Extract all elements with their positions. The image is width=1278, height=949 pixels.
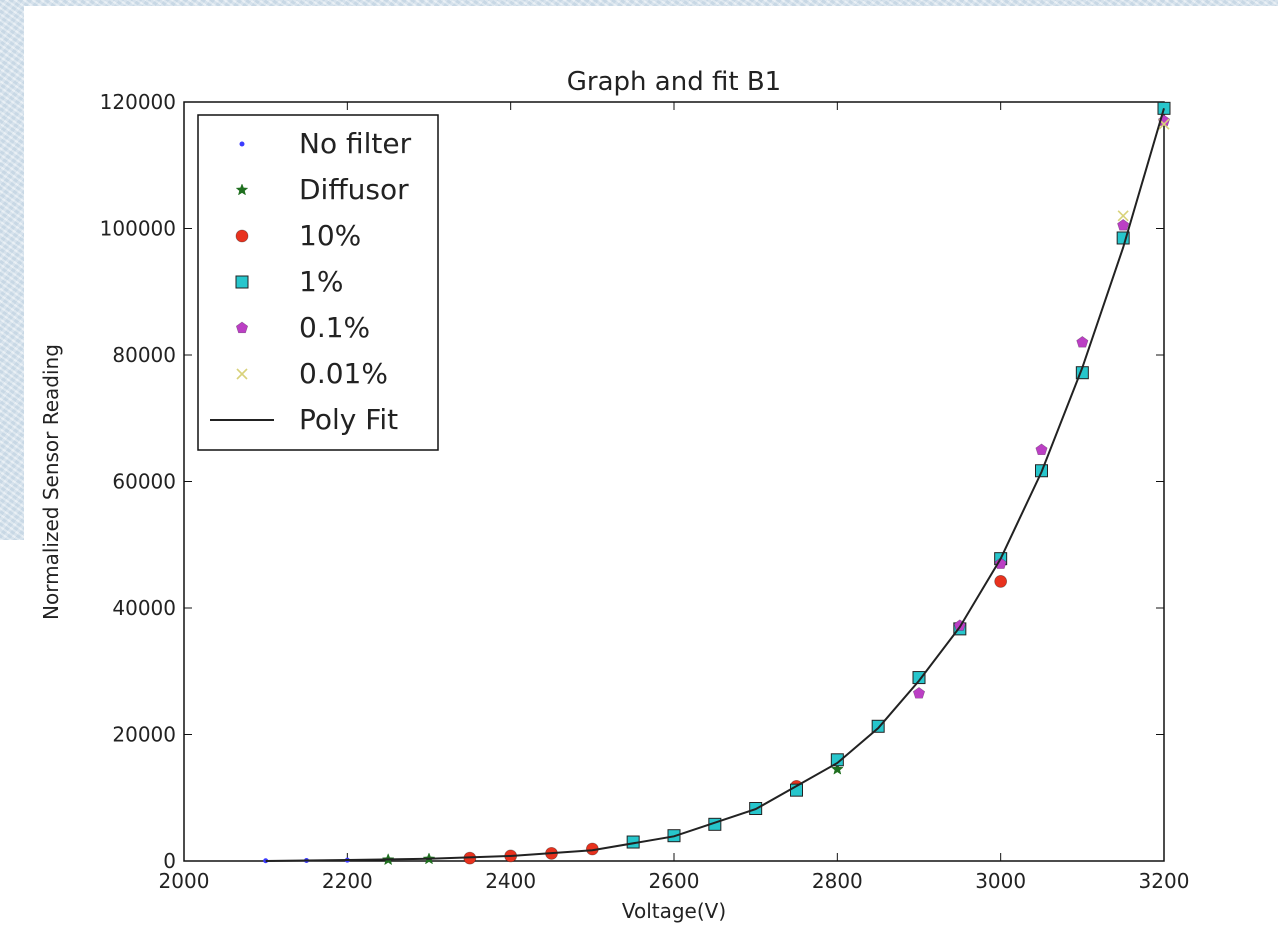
y-tick-label: 80000 xyxy=(112,343,176,367)
y-axis-label: Normalized Sensor Reading xyxy=(39,344,63,620)
legend-label: Poly Fit xyxy=(299,403,398,436)
y-tick-label: 20000 xyxy=(112,723,176,747)
legend-marker xyxy=(235,183,249,196)
y-tick-label: 60000 xyxy=(112,470,176,494)
chart-title: Graph and fit B1 xyxy=(567,67,781,97)
legend-marker xyxy=(235,229,249,243)
data-point-0-1 xyxy=(1076,335,1089,348)
y-tick-label: 100000 xyxy=(100,217,176,241)
legend: No filter Diffusor 10% 1% 0.1% 0.01% Poly Fit xyxy=(197,114,439,451)
data-point-0-01-stroke-b xyxy=(1117,210,1129,222)
legend-marker xyxy=(239,141,245,147)
legend-label: 1% xyxy=(299,265,343,298)
y-tick-label: 120000 xyxy=(100,90,176,114)
legend-label: 10% xyxy=(299,219,361,252)
x-tick-label: 3000 xyxy=(975,869,1026,893)
x-tick-label: 2800 xyxy=(812,869,863,893)
legend-marker xyxy=(235,275,249,289)
data-point-0-01-stroke-b xyxy=(1158,118,1170,130)
data-point-1 xyxy=(830,753,844,767)
data-point-no-filter xyxy=(263,858,269,864)
x-tick-label: 2400 xyxy=(485,869,536,893)
x-tick-label: 2000 xyxy=(159,869,210,893)
legend-label: 0.1% xyxy=(299,311,370,344)
legend-marker xyxy=(236,368,248,380)
data-point-diffusor xyxy=(830,762,844,775)
x-axis-label: Voltage(V) xyxy=(622,899,726,923)
poly-fit-line xyxy=(265,108,1165,862)
data-point-0-01 xyxy=(1117,210,1129,222)
data-point-10 xyxy=(994,575,1008,588)
data-point-0-1 xyxy=(994,557,1007,569)
data-point-0-1 xyxy=(1035,443,1048,456)
legend-label: No filter xyxy=(299,127,412,160)
x-tick-label: 2600 xyxy=(649,869,700,893)
legend-label: Diffusor xyxy=(299,173,409,206)
data-point-0-1 xyxy=(912,687,926,699)
x-tick-label: 3200 xyxy=(1139,869,1190,893)
data-point-1 xyxy=(912,671,926,685)
x-tick-label: 2200 xyxy=(322,869,373,893)
legend-marker xyxy=(235,321,249,334)
data-point-0-1 xyxy=(1117,218,1130,231)
legend-marker-stroke-b xyxy=(236,368,248,380)
legend-label: 0.01% xyxy=(299,357,388,390)
y-tick-label: 40000 xyxy=(112,596,176,620)
figure-panel-extension xyxy=(0,540,24,949)
y-tick-label: 0 xyxy=(163,849,176,873)
